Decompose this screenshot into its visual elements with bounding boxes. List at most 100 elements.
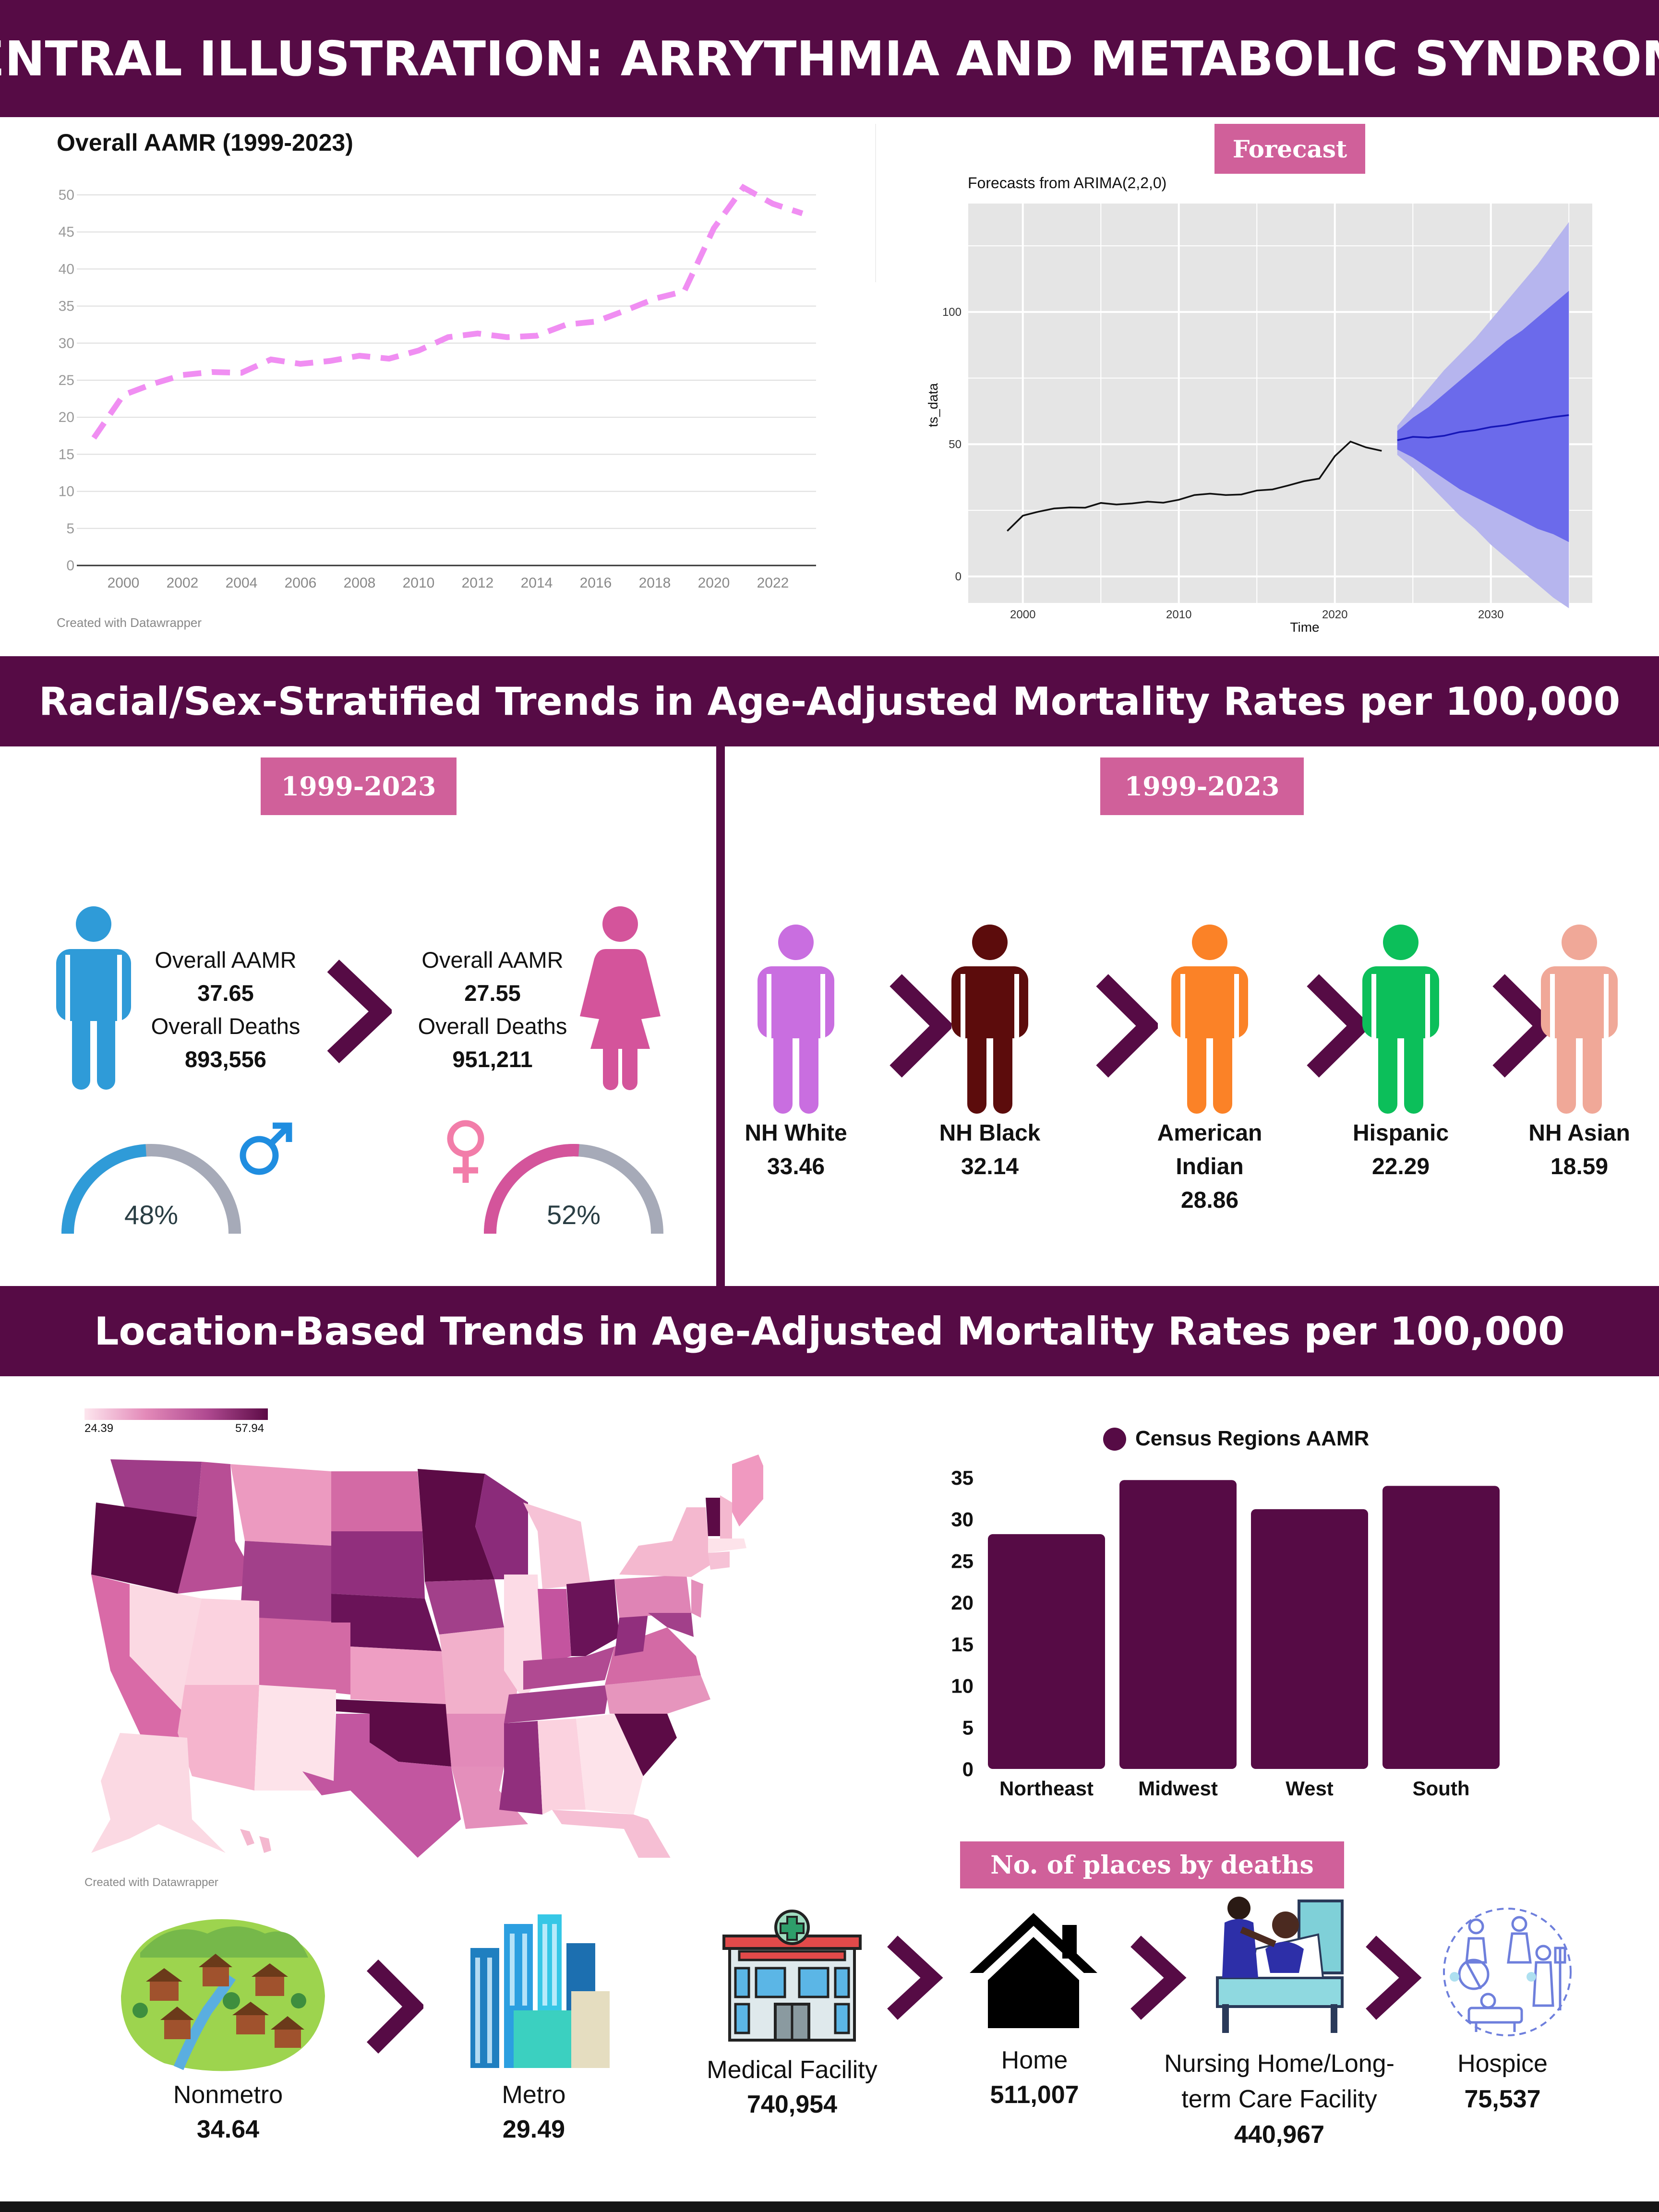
aamr-y-tick: 20 <box>59 409 74 425</box>
map-state-indiana <box>538 1589 571 1666</box>
female-gauge-fill <box>484 1143 579 1234</box>
census-x-ticks: Northeast Midwest West South <box>999 1777 1470 1800</box>
chevron-right-icon <box>887 1936 943 2020</box>
arima-observed-line <box>1007 440 1382 532</box>
map-state-hawaii <box>240 1829 271 1853</box>
medical-facility-name: Medical Facility <box>707 2056 878 2084</box>
map-state-colorado <box>259 1618 350 1695</box>
map-state-new-jersey <box>691 1579 703 1618</box>
arima-y-ticks: 0 50 100 <box>942 306 962 583</box>
aamr-x-tick: 2010 <box>403 575 435 591</box>
map-state-mississippi <box>499 1721 542 1815</box>
hospice-value: 75,537 <box>1464 2085 1541 2113</box>
map-state-vermont <box>706 1498 720 1536</box>
chevron-right-icon <box>1095 974 1161 1081</box>
race-figure <box>949 924 1031 1116</box>
section2-divider <box>716 746 725 1286</box>
forecast-pill: Forecast <box>1214 124 1365 174</box>
map-state-oregon <box>91 1503 197 1594</box>
female-percent-gauge: 52% <box>484 1143 663 1234</box>
map-state-arkansas <box>446 1714 509 1767</box>
map-state-ohio <box>566 1579 619 1656</box>
map-state-louisiana <box>451 1767 528 1829</box>
female-stats: Overall AAMR 27.55 Overall Deaths 951,21… <box>406 943 579 1076</box>
male-gauge-fill <box>61 1144 147 1234</box>
race-name: American Indian <box>1157 1120 1262 1179</box>
male-aamr-value: 37.65 <box>197 980 254 1006</box>
census-y-tick: 0 <box>962 1758 974 1780</box>
race-value: 28.86 <box>1180 1188 1239 1213</box>
race-value: 32.14 <box>961 1154 1019 1179</box>
census-bar <box>1119 1480 1237 1769</box>
map-state-texas <box>302 1714 461 1858</box>
home-icon <box>970 1913 1097 2028</box>
census-bar <box>1382 1486 1500 1769</box>
map-state-idaho <box>178 1462 259 1594</box>
hospice-name: Hospice <box>1457 2050 1548 2078</box>
nursing-home-value: 440,967 <box>1234 2121 1324 2149</box>
race-figure <box>755 924 837 1116</box>
nursing-home-name-line2: term Care Facility <box>1181 2085 1377 2113</box>
places-pill: No. of places by deaths <box>960 1841 1344 1888</box>
aamr-series-line <box>91 183 804 440</box>
home-label: Home 511,007 <box>938 2043 1130 2112</box>
aamr-y-tick: 25 <box>59 373 74 388</box>
male-stats: Overall AAMR 37.65 Overall Deaths 893,55… <box>139 943 312 1076</box>
male-percent: 48% <box>124 1200 178 1230</box>
page-title: CENTRAL ILLUSTRATION: ARRYTHMIA AND META… <box>0 30 1659 87</box>
race-label: NH Asian 18.59 <box>1493 1117 1659 1184</box>
race-value: 33.46 <box>767 1154 825 1179</box>
male-aamr-label: Overall AAMR <box>155 947 297 973</box>
map-state-new-hampshire <box>720 1495 732 1541</box>
map-state-south-carolina <box>614 1714 677 1776</box>
section-banner-location: Location-Based Trends in Age-Adjusted Mo… <box>0 1286 1659 1376</box>
census-y-tick: 25 <box>951 1550 974 1572</box>
section-banner-demographics: Racial/Sex-Stratified Trends in Age-Adju… <box>0 656 1659 746</box>
arima-x-tick: 2010 <box>1166 608 1191 621</box>
map-state-maryland <box>648 1613 694 1637</box>
metro-label: Metro 29.49 <box>438 2078 630 2147</box>
map-state-north-carolina <box>605 1675 710 1714</box>
map-state-florida <box>552 1810 671 1858</box>
race-figure <box>1360 924 1442 1116</box>
chevron-right-icon <box>327 959 392 1064</box>
census-y-tick: 5 <box>962 1716 974 1739</box>
census-x-tick: Northeast <box>999 1777 1094 1800</box>
map-state-michigan <box>523 1503 590 1589</box>
census-legend-label: Census Regions AAMR <box>1135 1427 1369 1450</box>
map-state-maine <box>732 1455 763 1527</box>
census-y-tick: 30 <box>951 1508 974 1531</box>
chevron-right-icon <box>366 1959 423 2054</box>
person-icon <box>757 925 834 1114</box>
map-state-new-mexico <box>254 1685 336 1791</box>
arima-y-tick: 100 <box>942 306 962 319</box>
race-name: NH White <box>745 1120 847 1146</box>
map-state-massachusetts <box>708 1539 746 1553</box>
hospice-care-icon <box>1443 1908 1572 2036</box>
aamr-y-tick: 10 <box>59 484 74 500</box>
arima-grid <box>968 204 1592 603</box>
nonmetro-label: Nonmetro 34.64 <box>132 2078 324 2147</box>
aamr-y-tick: 50 <box>59 187 74 203</box>
aamr-x-tick: 2016 <box>580 575 612 591</box>
census-y-tick: 35 <box>951 1467 974 1489</box>
arima-x-tick: 2000 <box>1010 608 1035 621</box>
male-deaths-value: 893,556 <box>185 1046 266 1072</box>
census-bar <box>1251 1509 1368 1769</box>
map-legend-gradient <box>84 1408 268 1420</box>
footer-bar <box>0 2201 1659 2212</box>
race-label: NH White 33.46 <box>709 1117 882 1184</box>
census-y-ticks: 0 5 10 15 20 25 30 35 <box>951 1467 974 1780</box>
arima-x-ticks: 2000 2010 2020 2030 <box>1010 608 1503 621</box>
chevron-right-icon <box>1366 1936 1422 2020</box>
map-state-wisconsin <box>475 1474 528 1579</box>
map-credit: Created with Datawrapper <box>84 1876 218 1889</box>
aamr-line-chart: Overall AAMR (1999-2023) 0 5 10 15 20 25 30 35 4… <box>57 129 816 630</box>
race-name: NH Asian <box>1528 1120 1630 1146</box>
race-name: Hispanic <box>1352 1120 1449 1146</box>
female-symbol-icon <box>447 1120 484 1183</box>
city-icon <box>470 1914 610 2068</box>
male-symbol-icon <box>240 1122 292 1175</box>
person-icon <box>1171 925 1248 1114</box>
us-choropleth-map <box>91 1455 763 1858</box>
